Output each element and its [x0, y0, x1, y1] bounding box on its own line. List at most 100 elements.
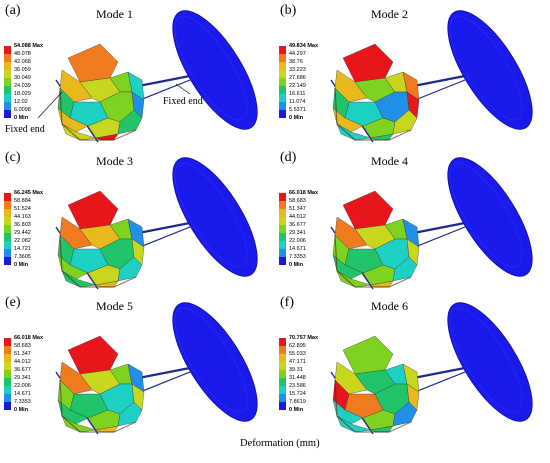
legend-tick-label: 42.068 [14, 59, 31, 65]
deformed-structure [55, 157, 258, 290]
legend-tick-label: 15.724 [289, 391, 306, 397]
legend-tick-label: 38.76 [289, 59, 303, 65]
deformation-legend: 70.757 Max 62.895 55.033 47.171 39.31 31.448 2… [279, 335, 349, 413]
body-shadow-edge [59, 234, 137, 288]
mode-panel: (d) Mode 4 66.018 Max 58.683 51.347 44.012 36.… [275, 147, 550, 292]
panel-letter: (e) [5, 295, 21, 310]
legend-tick-label: 39.31 [289, 367, 303, 373]
deformation-legend: 66.018 Max 58.683 51.347 44.012 36.677 29.341… [4, 335, 74, 413]
legend-tick-label: 31.448 [289, 375, 306, 381]
deformed-structure [55, 302, 258, 435]
legend-tick-label: 44.297 [289, 51, 306, 57]
deformation-legend: 66.245 Max 58.884 51.524 44.163 36.803 29.442… [4, 190, 74, 268]
disk [172, 157, 258, 277]
legend-tick-label: 33.223 [289, 67, 306, 73]
origami-facet [131, 238, 145, 266]
mode-title: Mode 3 [96, 154, 133, 168]
legend-tick-label: 36.677 [14, 367, 31, 373]
mode-panel: (b) Mode 2 49.834 Max 44.297 38.76 33.223 27.6… [275, 0, 550, 145]
legend-color-cell [4, 209, 11, 217]
origami-facet [336, 270, 372, 288]
origami-facet [392, 401, 418, 427]
legend-min-label: 0 Min [289, 262, 304, 268]
origami-facet [334, 361, 368, 395]
legend-color-cell [279, 46, 286, 54]
origami-facet [67, 190, 119, 230]
legend-color-cell [279, 193, 286, 201]
legend-tick-label: 22.006 [14, 383, 31, 389]
legend-tick-label: 44.012 [289, 214, 306, 220]
deformed-structure [37, 10, 258, 143]
legend-color-cell [4, 110, 11, 118]
legend-color-cell [4, 370, 11, 378]
origami-facet [61, 270, 97, 288]
origami-facet [392, 256, 418, 282]
deformed-structure [330, 302, 533, 435]
legend-color-cell [4, 338, 11, 346]
legend-max-label: 66.245 Max [14, 190, 44, 196]
legend-color-cell [279, 209, 286, 217]
origami-facet [131, 383, 145, 411]
disk-rim [449, 15, 523, 121]
legend-color-cell [279, 217, 286, 225]
legend-color-cell [279, 394, 286, 402]
legend-color-cell [279, 362, 286, 370]
legend-color-cell [4, 70, 11, 78]
legend-min-label: 0 Min [289, 407, 304, 413]
origami-facet [406, 383, 420, 411]
origami-facet [406, 91, 420, 119]
disk [447, 157, 533, 277]
legend-color-cell [4, 217, 11, 225]
legend-color-cell [279, 62, 286, 70]
legend-color-cell [4, 249, 11, 257]
legend-tick-label: 58.683 [289, 198, 306, 204]
legend-color-cell [279, 110, 286, 118]
body-shadow-edge [334, 87, 412, 141]
legend-color-cell [279, 378, 286, 386]
legend-color-cell [4, 354, 11, 362]
mode-panel: (e) Mode 5 66.018 Max 58.683 51.347 44.012 36.… [0, 292, 275, 437]
origami-facet [336, 123, 372, 141]
origami-facet [59, 69, 93, 103]
mode-title: Mode 4 [371, 154, 408, 168]
legend-tick-label: 55.033 [289, 351, 306, 357]
origami-facet [59, 361, 93, 395]
legend-tick-label: 22.082 [14, 238, 31, 244]
body-shadow-edge [334, 379, 412, 433]
origami-facet [334, 216, 368, 250]
origami-facet [342, 43, 394, 83]
legend-color-cell [279, 233, 286, 241]
legend-tick-label: 14.721 [14, 246, 31, 252]
legend-color-cell [4, 201, 11, 209]
origami-facet [406, 238, 420, 266]
origami-facet [334, 69, 368, 103]
disk-rim [449, 307, 523, 413]
legend-tick-label: 14.671 [14, 391, 31, 397]
legend-tick-label: 29.341 [289, 230, 306, 236]
origami-facet [392, 109, 418, 135]
legend-color-cell [4, 62, 11, 70]
legend-tick-label: 18.029 [14, 91, 31, 97]
disk [447, 10, 533, 130]
mode-title: Mode 2 [371, 7, 408, 21]
disk-rim [174, 307, 248, 413]
origami-facet [61, 415, 97, 433]
legend-color-cell [279, 54, 286, 62]
origami-facet [336, 415, 372, 433]
disk-rim [174, 162, 248, 268]
legend-tick-label: 16.611 [289, 91, 306, 97]
deformation-legend: 66.018 Max 58.683 51.347 44.012 36.677 29.341… [279, 190, 349, 268]
legend-color-cell [4, 402, 11, 410]
legend-color-cell [279, 241, 286, 249]
legend-color-cell [279, 249, 286, 257]
legend-color-cell [279, 346, 286, 354]
legend-tick-label: 36.803 [14, 222, 31, 228]
legend-tick-label: 36.677 [289, 222, 306, 228]
legend-color-cell [279, 201, 286, 209]
origami-facet [67, 43, 119, 83]
panel-letter: (a) [5, 3, 21, 18]
panel-letter: (c) [5, 150, 21, 165]
origami-facet [342, 190, 394, 230]
legend-color-cell [279, 257, 286, 265]
